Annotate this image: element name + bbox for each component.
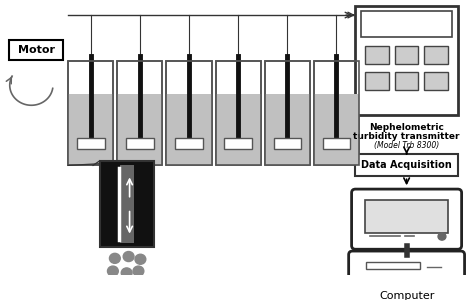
Text: (Model Trb 8300): (Model Trb 8300): [374, 141, 439, 150]
Bar: [424, 72, 448, 90]
Bar: [100, 161, 154, 248]
Bar: [68, 61, 113, 165]
FancyBboxPatch shape: [349, 251, 465, 286]
Bar: [395, 72, 419, 90]
Text: Nephelometric: Nephelometric: [369, 123, 444, 132]
Circle shape: [135, 254, 146, 264]
Bar: [355, 6, 458, 115]
Bar: [117, 94, 163, 165]
Bar: [68, 94, 113, 165]
Circle shape: [123, 251, 134, 262]
Bar: [365, 72, 389, 90]
Circle shape: [438, 233, 446, 240]
Bar: [224, 138, 252, 149]
Text: Computer: Computer: [379, 291, 434, 300]
Bar: [117, 61, 163, 165]
Circle shape: [108, 266, 118, 276]
Circle shape: [109, 253, 120, 263]
Bar: [365, 46, 389, 64]
Bar: [314, 94, 359, 165]
Bar: [166, 61, 211, 165]
Bar: [77, 138, 105, 149]
Bar: [264, 61, 310, 165]
FancyBboxPatch shape: [352, 189, 462, 249]
Bar: [323, 138, 350, 149]
Bar: [166, 61, 211, 165]
Bar: [216, 94, 261, 165]
Circle shape: [133, 266, 144, 276]
Bar: [273, 138, 301, 149]
Bar: [117, 61, 163, 165]
Text: turbidity transmitter: turbidity transmitter: [353, 132, 460, 141]
Bar: [314, 61, 359, 165]
Bar: [366, 262, 420, 269]
Bar: [264, 61, 310, 165]
Bar: [361, 11, 452, 37]
Bar: [314, 61, 359, 165]
Bar: [424, 46, 448, 64]
Bar: [120, 165, 134, 243]
Text: Data Acquisition: Data Acquisition: [361, 160, 452, 170]
Circle shape: [121, 268, 132, 278]
Bar: [365, 200, 448, 233]
Bar: [68, 61, 113, 165]
Bar: [216, 61, 261, 165]
Bar: [166, 94, 211, 165]
Bar: [395, 46, 419, 64]
Text: Motor: Motor: [18, 45, 55, 55]
Bar: [9, 40, 63, 60]
Bar: [216, 61, 261, 165]
Bar: [175, 138, 203, 149]
Bar: [126, 138, 154, 149]
Bar: [264, 94, 310, 165]
Bar: [355, 154, 458, 176]
